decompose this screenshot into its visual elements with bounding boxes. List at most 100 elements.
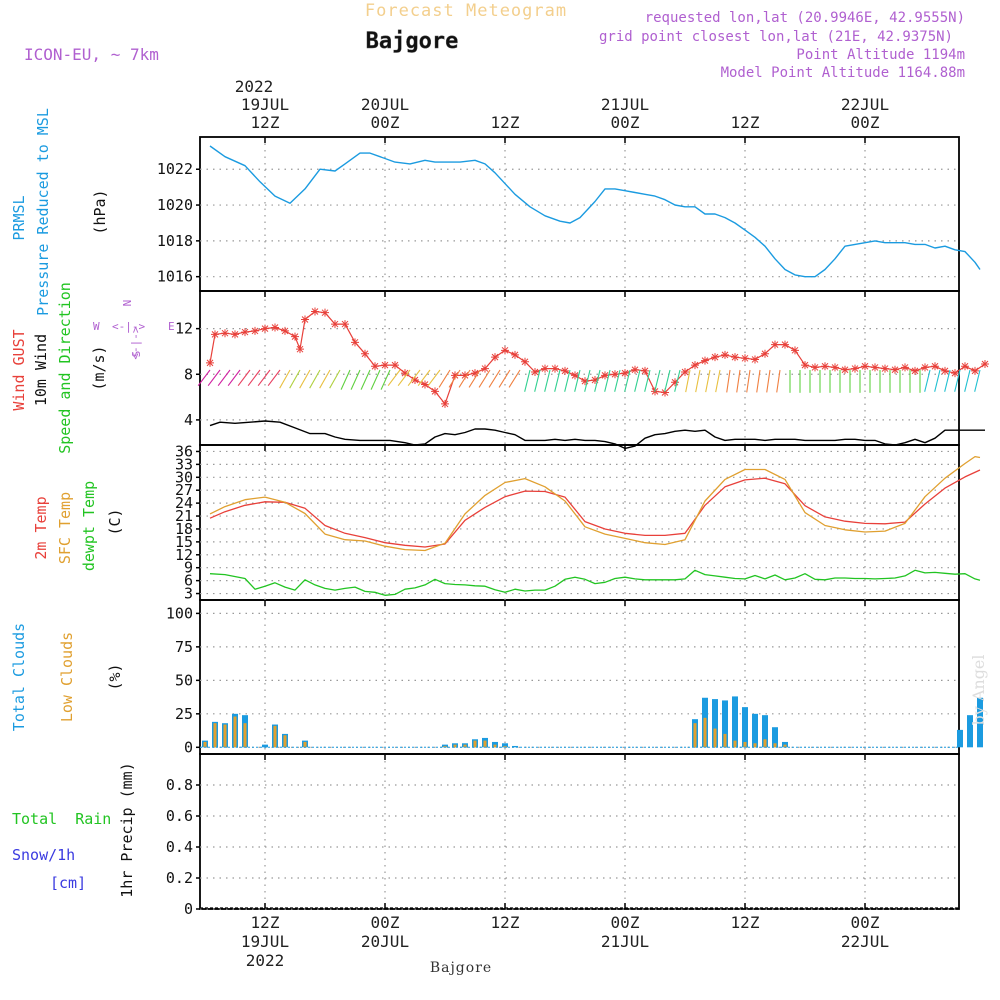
gust-marker: [981, 360, 989, 369]
wind-direction-arrow: [458, 369, 471, 388]
wind-direction-arrow: [329, 369, 341, 389]
low-cloud-bar: [763, 739, 767, 748]
point-altitude: Point Altitude 1194m: [796, 47, 965, 63]
wind-direction-arrow: [604, 369, 611, 392]
ytick-label: 12: [175, 320, 193, 338]
gust-marker: [951, 369, 959, 378]
ytick-label: 50: [175, 671, 193, 689]
wind-direction-arrow: [319, 369, 331, 389]
wind-direction-arrow: [407, 369, 421, 387]
ytick-label: 1016: [157, 268, 193, 286]
gust-marker: [671, 378, 679, 387]
gust-marker: [811, 363, 819, 372]
gust-marker: [311, 307, 319, 316]
wind-direction-arrow: [380, 369, 391, 390]
top-date-label: 19JUL: [241, 95, 289, 114]
low-cloud-bar: [703, 717, 707, 748]
model-point-altitude: Model Point Altitude 1164.88m: [721, 65, 965, 81]
gust-marker: [971, 366, 979, 375]
wind-direction-arrow: [674, 369, 681, 392]
gust-marker: [511, 350, 519, 359]
wind-direction-arrow: [934, 369, 941, 392]
gust-marker: [206, 358, 214, 367]
wind-direction-arrow: [478, 369, 491, 388]
ytick-label: 0.4: [166, 838, 193, 856]
wind-direction-arrow: [654, 369, 661, 392]
gust-marker: [571, 371, 579, 380]
wind-direction-arrow: [954, 369, 961, 392]
gust-marker: [451, 371, 459, 380]
wind-direction-arrow: [427, 369, 441, 387]
ytick-label: 100: [166, 604, 193, 622]
wind-direction-arrow: [387, 369, 401, 387]
wind-direction-arrow: [715, 369, 721, 393]
bottom-hour-label: 00Z: [851, 913, 880, 932]
gust-marker: [841, 365, 849, 374]
gust-marker: [321, 308, 329, 317]
gust-marker: [351, 338, 359, 347]
precip-labels: Total Rain Snow/1h [cm] 1hr Precip (mm): [12, 762, 136, 897]
bottom-hour-label: 00Z: [371, 913, 400, 932]
ytick-label: 1022: [157, 160, 193, 178]
wind-direction-arrow: [766, 369, 771, 393]
grid-lines: [196, 137, 959, 910]
gust-marker: [251, 326, 259, 335]
wind-direction-arrow: [247, 369, 261, 387]
gust-marker: [791, 346, 799, 355]
gust-marker: [341, 320, 349, 329]
gust-marker: [701, 356, 709, 365]
top-hour-label: 12Z: [491, 113, 520, 132]
gust-marker: [681, 367, 689, 376]
wind-direction-arrow: [944, 369, 951, 392]
total-cloud-bar: [967, 715, 973, 748]
gust-marker: [391, 361, 399, 370]
gust-marker: [661, 388, 669, 397]
wind-direction-arrow: [370, 369, 381, 390]
gridpoint-lonlat: grid point closest lon,lat (21E, 42.9375…: [599, 29, 953, 45]
gust-marker: [641, 366, 649, 375]
temp-label-2: SFC Temp: [56, 492, 74, 564]
gust-marker: [211, 330, 219, 339]
compass-arrows: <-|->: [112, 320, 145, 333]
ytick-label: 30: [175, 468, 193, 486]
low-cloud-bar: [493, 744, 497, 748]
pressure-label-1: PRMSL: [10, 195, 28, 240]
ytick-label: 1018: [157, 232, 193, 250]
gust-marker: [691, 361, 699, 370]
gust-marker: [371, 362, 379, 371]
wind-direction-arrow: [267, 369, 281, 387]
model-label: ICON-EU, ~ 7km: [24, 45, 159, 64]
total-cloud-bar: [722, 700, 728, 748]
temp-dewpt-line: [209, 569, 981, 596]
ytick-label: 1020: [157, 196, 193, 214]
rain-label: Total Rain: [12, 810, 111, 828]
wind-direction-arrow: [534, 369, 541, 392]
total-cloud-bar: [752, 713, 758, 748]
gust-marker: [931, 362, 939, 371]
total-cloud-bar: [762, 715, 768, 748]
pressure-frame: [199, 136, 960, 292]
total-cloud-bar: [977, 697, 983, 748]
gust-marker: [291, 332, 299, 341]
gust-marker: [781, 340, 789, 349]
low-cloud-bar: [483, 740, 487, 748]
bottom-hour-label: 12Z: [731, 913, 760, 932]
low-cloud-bar: [473, 740, 477, 748]
bottom-date-label: 21JUL: [601, 932, 649, 951]
total-cloud-bar: [712, 699, 718, 748]
wind-direction-arrow: [227, 369, 241, 387]
total-cloud-bar: [772, 727, 778, 748]
gust-marker: [861, 362, 869, 371]
wind-direction-arrow: [217, 369, 231, 387]
clouds-unit: (%): [106, 663, 124, 690]
low-cloud-bar: [283, 735, 287, 748]
wind-direction-arrow: [488, 369, 501, 388]
wind-direction-arrow: [705, 369, 711, 393]
gust-marker: [421, 380, 429, 389]
wind-direction-arrow: [498, 369, 511, 388]
pressure-unit: (hPa): [91, 189, 109, 234]
wind-direction-arrow: [468, 369, 481, 388]
wind-direction-arrow: [634, 369, 641, 392]
wind-direction-arrow: [644, 369, 651, 392]
gust-marker: [771, 340, 779, 349]
